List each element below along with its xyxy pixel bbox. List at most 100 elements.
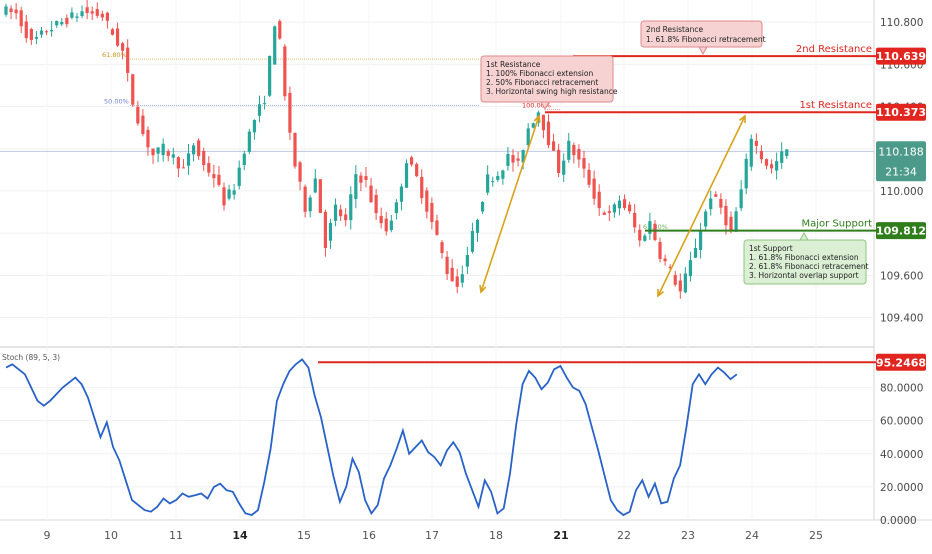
candle-body (394, 202, 398, 214)
candle-body (136, 106, 140, 124)
grid-layer (0, 21, 874, 488)
time-tick-label: 21 (553, 529, 568, 542)
time-tick-label: 14 (232, 529, 248, 542)
callout-line: 3. Horizontal swing high resistance (486, 87, 618, 96)
candle-body (55, 20, 59, 26)
arrow-layer[interactable] (479, 114, 746, 298)
candle-body (313, 178, 317, 193)
candle-body (739, 189, 743, 209)
candle-body (121, 43, 125, 51)
level-layer[interactable]: 2nd Resistance 1st Resistance Major Suppor… (318, 44, 876, 364)
candle-body (780, 151, 784, 163)
candle-body (176, 157, 180, 169)
candle-body (567, 140, 571, 160)
callout-line: 3. Horizontal overlap support (749, 271, 859, 280)
time-tick-label: 18 (489, 529, 503, 542)
price-tick-label: 110.000 (880, 186, 923, 198)
candle-body (34, 37, 39, 39)
candle-body (171, 154, 175, 158)
candle-body (511, 155, 515, 163)
callout-pointer (540, 101, 550, 111)
price-tick-label: 109.400 (880, 313, 923, 325)
candle-body (775, 161, 779, 171)
candle-body (257, 104, 262, 116)
candle-body (764, 159, 769, 166)
candle-body (440, 242, 444, 254)
candle-body (65, 17, 69, 25)
candle-body (729, 216, 733, 232)
candle-body (288, 92, 292, 133)
candle-body (146, 129, 150, 148)
callout-line: 1. 100% Fibonacci extension (486, 69, 593, 78)
level-price-tag-box[interactable] (876, 222, 926, 240)
candle-body (410, 157, 414, 165)
callout-line: 1. 61.8% Fibonacci retracement (646, 35, 766, 44)
candle-body (242, 153, 246, 166)
candle-body (29, 28, 33, 41)
candle-body (628, 204, 632, 212)
candle-body (50, 29, 54, 32)
second-resistance-callout[interactable]: 2nd Resistance 1. 61.8% Fibonacci retrac… (640, 20, 766, 56)
candle-body (156, 147, 160, 154)
candle-body (531, 123, 535, 128)
candle-body (673, 275, 677, 285)
candle-body (749, 138, 753, 167)
current-price-tag[interactable] (876, 141, 926, 182)
first-resistance-callout[interactable]: 1st Resistance 1. 100% Fibonacci extensi… (480, 55, 618, 111)
level-price-tag-box[interactable] (876, 103, 926, 121)
stoch-threshold-tag-text: 95.2468 (876, 356, 926, 369)
stoch-threshold-tag-box[interactable] (876, 353, 926, 371)
callout-line: 2. 50% Fibonacci retracement (486, 78, 598, 87)
stoch-axis[interactable]: 80.0000 60.0000 40.0000 20.0000 0.0000 (880, 383, 923, 527)
candle-body (44, 31, 49, 33)
candle-body (389, 220, 393, 231)
candle-body (323, 211, 328, 248)
time-tick-label: 10 (104, 529, 118, 542)
candle-body (186, 153, 191, 166)
level-name: 2nd Resistance (796, 44, 872, 55)
stoch-tick-label: 60.0000 (880, 416, 923, 428)
candle-body (151, 148, 155, 156)
candle-body (344, 214, 348, 221)
candle-body (273, 26, 277, 65)
level-price-tag-text: 110.639 (876, 50, 926, 63)
fibonacci-level-label: 61.80% (102, 51, 127, 59)
candle-body (354, 174, 358, 199)
candle-body (744, 158, 748, 189)
candle-body (460, 274, 464, 283)
candle-body (24, 21, 28, 39)
candle-body (191, 145, 196, 155)
arrow-head (479, 284, 487, 294)
candle-body (227, 189, 231, 199)
candle-body (237, 167, 241, 187)
candle-body (110, 29, 115, 35)
level-price-tag-box[interactable] (876, 47, 926, 65)
candle-body (653, 223, 657, 241)
price-label-layer[interactable]: 110.639 110.373 109.812 110.188 21:34 95.2468 (876, 47, 926, 371)
candle-body (100, 13, 104, 18)
projection-arrow[interactable] (657, 115, 746, 297)
candle-body (415, 164, 419, 177)
candle-body (587, 169, 591, 185)
candle-body (90, 11, 94, 14)
candle-body (212, 174, 216, 179)
candle-body (572, 144, 576, 156)
candle-body (638, 229, 642, 241)
stoch-tick-label: 0.0000 (880, 515, 917, 527)
level-price-tag-text: 109.812 (876, 225, 926, 238)
price-tick-label: 110.800 (880, 17, 923, 29)
candle-body (39, 30, 44, 35)
candle-body (724, 205, 728, 226)
candle-body (785, 149, 789, 157)
candle-body (704, 211, 708, 227)
first-support-callout[interactable]: 1st Support 1. 61.8% Fibonacci extension… (743, 231, 869, 285)
candle-body (562, 160, 566, 175)
candle-body (577, 149, 581, 160)
candle-body (496, 175, 500, 180)
candle-body (207, 163, 211, 173)
candle-body (232, 190, 236, 195)
time-axis[interactable]: 9 10 11 14 15 16 17 18 21 22 23 24 25 (44, 529, 824, 542)
projection-arrow[interactable] (480, 115, 540, 293)
